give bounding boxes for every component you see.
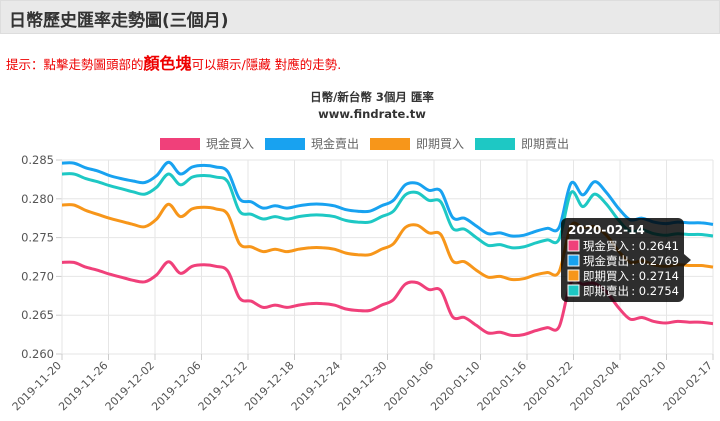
legend-label[interactable]: 即期賣出 xyxy=(521,136,569,151)
chart-title: 日幣/新台幣 3個月 匯率 xyxy=(310,90,434,104)
y-tick-label: 0.275 xyxy=(21,231,54,245)
chart-legend[interactable]: 現金買入 現金賣出 即期買入 即期賣出 xyxy=(160,136,569,151)
chart-subtitle: www.findrate.tw xyxy=(318,107,426,121)
series-line xyxy=(61,160,714,238)
tooltip-swatch xyxy=(567,269,580,282)
hint-emphasis: 顏色塊 xyxy=(143,54,192,73)
page-title: 日幣歷史匯率走勢圖(三個月) xyxy=(9,11,229,31)
tooltip-swatch xyxy=(567,284,580,297)
hint-suffix: 可以顯示/隱藏 對應的走勢. xyxy=(191,57,342,72)
y-tick-label: 0.260 xyxy=(21,347,54,361)
legend-swatch[interactable] xyxy=(475,138,515,150)
tooltip-swatch xyxy=(567,239,580,252)
legend-swatch[interactable] xyxy=(370,138,410,150)
series-line xyxy=(61,172,714,250)
legend-label[interactable]: 現金買入 xyxy=(206,136,254,151)
legend-label[interactable]: 現金賣出 xyxy=(311,136,359,151)
tooltip-row-label: 現金買入 xyxy=(583,239,629,253)
hint-prefix: 提示：點擊走勢圖頭部的 xyxy=(6,57,144,72)
tooltip-row-label: 現金賣出 xyxy=(583,254,629,268)
tooltip-row-value: : 0.2714 xyxy=(631,269,679,283)
y-tick-label: 0.280 xyxy=(21,192,54,206)
page-header: 日幣歷史匯率走勢圖(三個月) xyxy=(0,0,720,34)
y-tick-label: 0.285 xyxy=(21,153,54,167)
legend-label[interactable]: 即期買入 xyxy=(416,137,464,151)
y-tick-label: 0.265 xyxy=(21,308,54,322)
tooltip-swatch xyxy=(567,254,580,267)
tooltip-caret xyxy=(684,254,691,266)
legend-swatch[interactable] xyxy=(265,138,305,150)
legend-swatch[interactable] xyxy=(160,138,200,150)
tooltip-box xyxy=(561,218,684,302)
tooltip-row-value: : 0.2769 xyxy=(631,254,679,268)
tooltip-row-value: : 0.2754 xyxy=(631,284,679,298)
y-tick-label: 0.270 xyxy=(21,269,54,283)
tooltip-row-value: : 0.2641 xyxy=(631,239,679,253)
hint-text: 提示：點擊走勢圖頭部的顏色塊可以顯示/隱藏 對應的走勢. xyxy=(6,50,341,74)
x-tick-label: 2020-02-17 xyxy=(661,359,715,413)
tooltip-row-label: 即期賣出 xyxy=(583,284,629,298)
tooltip-row-label: 即期買入 xyxy=(583,269,629,283)
tooltip-title: 2020-02-14 xyxy=(568,223,645,237)
